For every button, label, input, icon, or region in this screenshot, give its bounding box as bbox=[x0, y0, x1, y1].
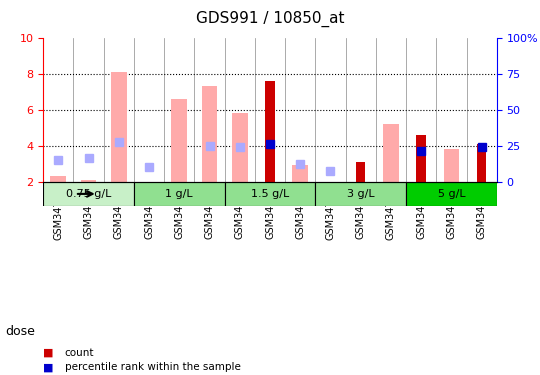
Text: count: count bbox=[65, 348, 94, 357]
Bar bbox=[416, 135, 426, 182]
Bar bbox=[383, 124, 399, 182]
Bar bbox=[265, 81, 275, 182]
FancyBboxPatch shape bbox=[43, 182, 134, 206]
Text: 1.5 g/L: 1.5 g/L bbox=[251, 189, 289, 199]
Text: dose: dose bbox=[5, 326, 35, 338]
Bar bbox=[292, 165, 308, 182]
Text: 5 g/L: 5 g/L bbox=[437, 189, 465, 199]
FancyBboxPatch shape bbox=[134, 182, 225, 206]
Text: 3 g/L: 3 g/L bbox=[347, 189, 375, 199]
FancyBboxPatch shape bbox=[315, 182, 406, 206]
Text: 1 g/L: 1 g/L bbox=[165, 189, 193, 199]
Bar bbox=[50, 176, 66, 182]
Text: ■: ■ bbox=[43, 348, 53, 357]
Text: ■: ■ bbox=[43, 363, 53, 372]
Bar bbox=[201, 86, 218, 182]
Bar bbox=[356, 162, 366, 182]
Bar bbox=[111, 72, 127, 182]
Bar bbox=[232, 113, 248, 182]
Bar bbox=[171, 99, 187, 182]
Bar bbox=[477, 144, 487, 182]
Bar bbox=[443, 149, 460, 182]
Text: percentile rank within the sample: percentile rank within the sample bbox=[65, 363, 241, 372]
Text: GDS991 / 10850_at: GDS991 / 10850_at bbox=[195, 11, 345, 27]
Bar bbox=[80, 180, 97, 182]
FancyBboxPatch shape bbox=[225, 182, 315, 206]
Text: 0.75 g/L: 0.75 g/L bbox=[66, 189, 111, 199]
FancyBboxPatch shape bbox=[406, 182, 497, 206]
